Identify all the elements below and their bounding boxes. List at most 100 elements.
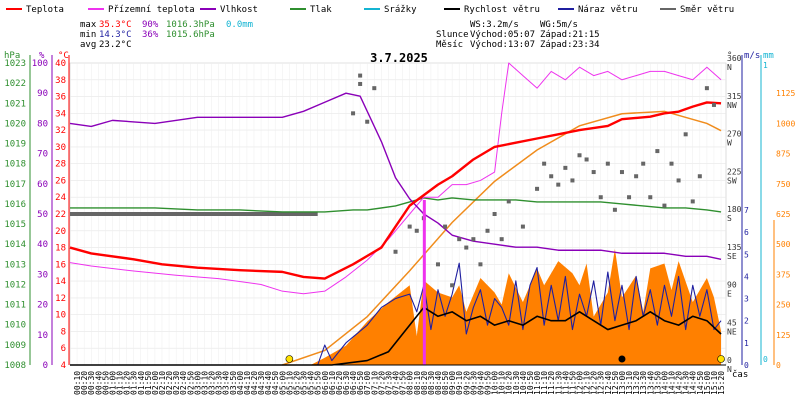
tick-time: 13:00 bbox=[618, 371, 627, 395]
wind-direction-point bbox=[478, 262, 483, 267]
wind-direction-point bbox=[690, 199, 695, 204]
unit-degc: °C bbox=[58, 51, 69, 61]
wind-direction-point bbox=[627, 195, 632, 200]
wind-direction-point bbox=[556, 182, 561, 187]
tick-temp: 4 bbox=[61, 361, 66, 371]
tick-time: 08:40 bbox=[434, 371, 443, 395]
tick-pressure: 1015 bbox=[4, 220, 26, 230]
unit-ms: m/s bbox=[744, 51, 760, 61]
wind-direction-point bbox=[598, 195, 603, 200]
tick-time: 09:30 bbox=[469, 371, 478, 395]
stats-max-rain: 0.0mm bbox=[226, 20, 253, 30]
tick-time: 03:20 bbox=[208, 371, 217, 395]
tick-pressure: 1010 bbox=[4, 321, 26, 331]
series-n-raz-v-tru bbox=[70, 262, 722, 366]
tick-time: 12:50 bbox=[611, 371, 620, 395]
legend: Teplota Přízemní teplota Vlhkost Tlak Srážky… bbox=[6, 5, 734, 15]
tick-time: 02:20 bbox=[165, 371, 174, 395]
series-teplota bbox=[69, 101, 722, 280]
tick-time: 10:40 bbox=[519, 371, 528, 395]
tick-wind: 0 bbox=[744, 361, 749, 370]
unit-mm: mm bbox=[763, 51, 774, 61]
tick-time: 07:40 bbox=[392, 371, 401, 395]
tick-time: 06:10 bbox=[328, 371, 337, 395]
stats-min-temp: 14.3°C bbox=[99, 30, 132, 40]
tick-solar: 1000 bbox=[776, 119, 795, 128]
tick-pressure: 1014 bbox=[4, 240, 26, 250]
tick-time: 13:40 bbox=[646, 371, 655, 395]
tick-humidity: 0 bbox=[43, 361, 48, 371]
tick-solar: 1125 bbox=[776, 89, 795, 98]
tick-time: 13:10 bbox=[625, 371, 634, 395]
wind-direction-point bbox=[492, 212, 497, 216]
wind-direction-point bbox=[443, 224, 448, 229]
legend-label-6: Náraz větru bbox=[578, 5, 638, 15]
stats-avg-temp: 23.2°C bbox=[99, 40, 132, 50]
tick-temp: 34 bbox=[55, 109, 66, 119]
series-p-zemn-teplota bbox=[69, 62, 722, 295]
solar-radiation-area bbox=[70, 249, 722, 365]
tick-time: 12:20 bbox=[590, 371, 599, 395]
wind-direction-point bbox=[542, 161, 547, 166]
tick-time: 10:00 bbox=[491, 371, 500, 395]
tick-temp: 26 bbox=[55, 176, 66, 186]
tick-solar: 125 bbox=[776, 331, 791, 340]
unit-hpa: hPa bbox=[4, 51, 20, 61]
marker-event-line bbox=[422, 200, 426, 365]
tick-wind: 5 bbox=[744, 250, 749, 259]
wind-direction-point bbox=[612, 207, 617, 212]
tick-time: 12:10 bbox=[583, 371, 592, 395]
tick-direction-deg: 270 bbox=[727, 130, 742, 139]
wind-summary-wg: WG:5m/s bbox=[540, 20, 578, 30]
tick-time: 15:00 bbox=[703, 371, 712, 395]
plot-area: 4681012141618202224262830323436384010081… bbox=[4, 54, 795, 395]
wind-direction-point bbox=[711, 102, 716, 107]
tick-time: 12:30 bbox=[597, 371, 606, 395]
stats-max-temp: 35.3°C bbox=[99, 20, 132, 30]
tick-temp: 12 bbox=[55, 294, 66, 304]
tick-time: 08:30 bbox=[427, 371, 436, 395]
tick-humidity: 100 bbox=[32, 59, 48, 69]
tick-temp: 6 bbox=[61, 344, 66, 354]
tick-time: 00:20 bbox=[80, 371, 89, 395]
tick-time: 00:10 bbox=[73, 371, 82, 395]
wind-direction-point bbox=[641, 161, 646, 166]
tick-time: 14:00 bbox=[660, 371, 669, 395]
tick-temp: 32 bbox=[55, 126, 66, 136]
wind-direction-point bbox=[485, 228, 490, 233]
stats-max-press: 1016.3hPa bbox=[166, 20, 215, 30]
wind-direction-point bbox=[655, 149, 660, 154]
tick-direction-name: N bbox=[727, 63, 732, 72]
tick-time: 00:40 bbox=[94, 371, 103, 395]
tick-temp: 16 bbox=[55, 260, 66, 270]
unit-deg: ° bbox=[727, 51, 732, 61]
wind-direction-point bbox=[669, 161, 674, 166]
tick-time: 15:20 bbox=[717, 371, 726, 395]
wind-direction-point bbox=[358, 73, 363, 78]
sun-rise: Východ:05:07 bbox=[470, 30, 535, 40]
unit-time: čas bbox=[732, 369, 748, 380]
tick-time: 03:00 bbox=[193, 371, 202, 395]
tick-direction-deg: 360 bbox=[727, 54, 742, 63]
tick-time: 11:20 bbox=[547, 371, 556, 395]
tick-time: 02:00 bbox=[151, 371, 160, 395]
tick-humidity: 70 bbox=[37, 150, 48, 160]
marker-moonrise bbox=[618, 355, 626, 363]
tick-time: 05:10 bbox=[285, 371, 294, 395]
tick-time: 09:10 bbox=[455, 371, 464, 395]
tick-humidity: 50 bbox=[37, 210, 48, 220]
tick-time: 06:50 bbox=[356, 371, 365, 395]
tick-temp: 28 bbox=[55, 160, 66, 170]
legend-label-0: Teplota bbox=[26, 5, 64, 15]
tick-pressure: 1008 bbox=[4, 361, 26, 371]
sun-set: Západ:21:15 bbox=[540, 30, 600, 40]
tick-time: 08:10 bbox=[413, 371, 422, 395]
tick-humidity: 20 bbox=[37, 301, 48, 311]
wind-direction-point bbox=[450, 283, 455, 288]
wind-direction-point bbox=[464, 245, 469, 250]
tick-time: 03:50 bbox=[229, 371, 238, 395]
stats-max-label: max bbox=[80, 20, 97, 30]
tick-time: 01:20 bbox=[123, 371, 132, 395]
legend-label-5: Rychlost větru bbox=[464, 5, 540, 15]
